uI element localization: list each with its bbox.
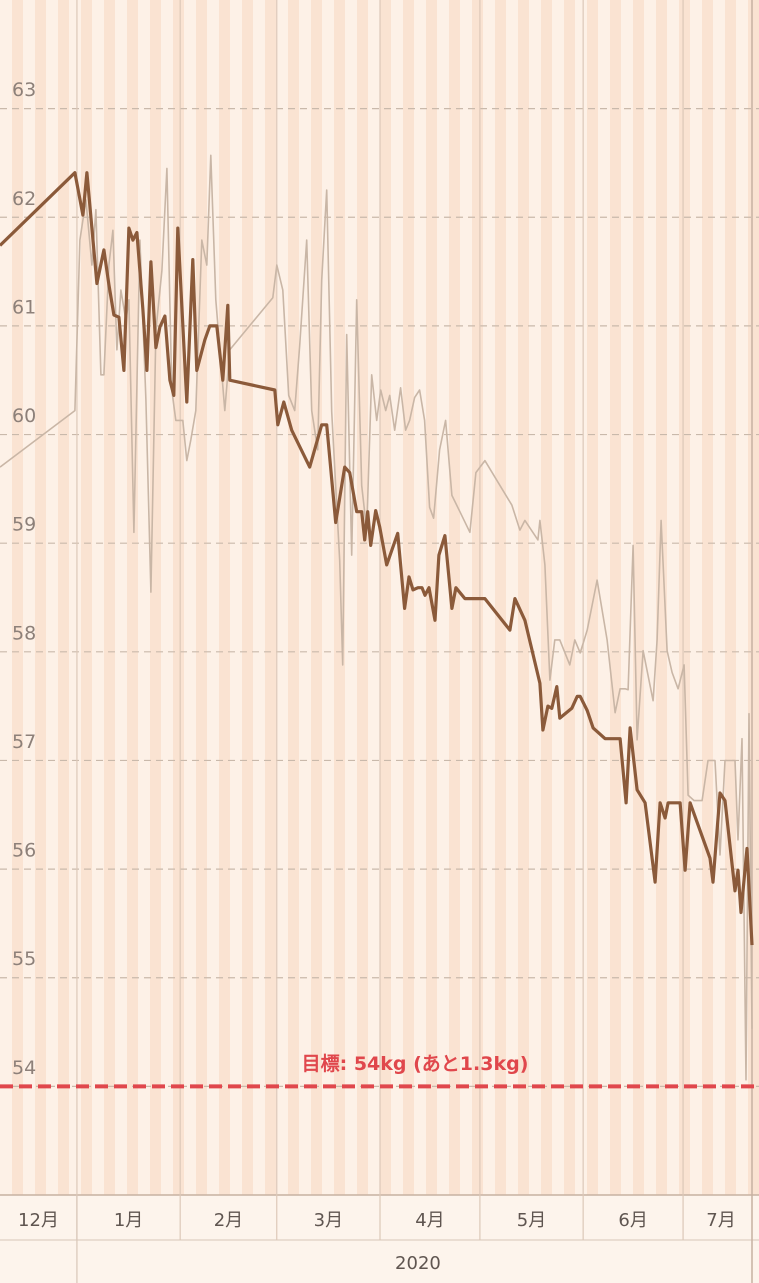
weight-line	[0, 171, 754, 946]
target-label: 目標: 54kg (あと1.3kg)	[302, 1052, 529, 1075]
y-tick-label: 62	[12, 188, 36, 210]
x-tick-label: 4月	[415, 1210, 444, 1231]
x-tick-label: 6月	[618, 1210, 647, 1231]
y-tick-label: 63	[12, 79, 36, 101]
y-tick-label: 55	[12, 948, 36, 970]
y-tick-label: 57	[12, 731, 36, 753]
x-tick-label: 3月	[314, 1210, 343, 1231]
x-tick-label: 12月	[18, 1210, 59, 1231]
x-tick-label: 1月	[114, 1210, 143, 1231]
y-tick-label: 54	[12, 1057, 36, 1079]
year-label: 2020	[395, 1253, 441, 1274]
weight-line	[0, 154, 753, 1081]
y-tick-label: 61	[12, 296, 36, 318]
x-tick-label: 5月	[517, 1210, 546, 1231]
y-tick-label: 58	[12, 622, 36, 644]
y-tick-label: 56	[12, 840, 36, 862]
y-tick-label: 59	[12, 514, 36, 536]
x-tick-label: 7月	[706, 1210, 735, 1231]
x-tick-label: 2月	[214, 1210, 243, 1231]
y-tick-label: 60	[12, 405, 36, 427]
